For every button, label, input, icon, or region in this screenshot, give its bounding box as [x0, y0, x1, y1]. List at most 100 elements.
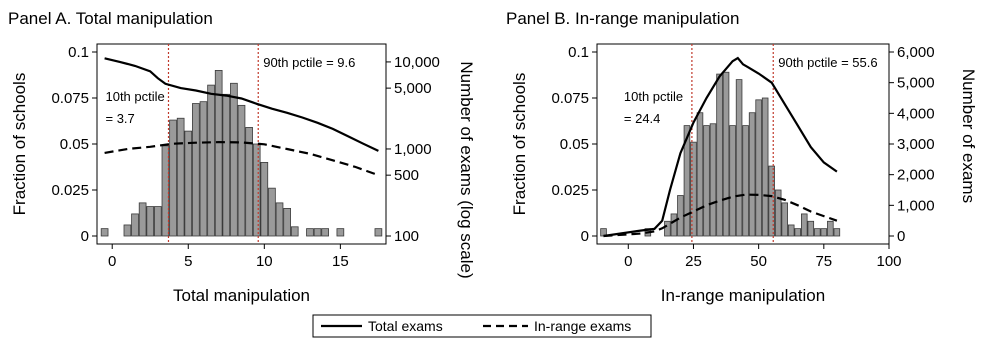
histogram-bar: [245, 127, 253, 237]
histogram-bar: [138, 202, 147, 237]
y2-tick-label: 5,000: [897, 75, 935, 92]
histogram-bar: [176, 117, 185, 237]
histogram-bar: [735, 79, 743, 237]
x-tick-label: 5: [184, 253, 192, 270]
histogram-bar: [729, 125, 736, 237]
histogram-bar: [192, 103, 200, 237]
histogram-bar: [123, 224, 132, 237]
y-tick-label: 0.075: [51, 90, 89, 107]
histogram-bar: [814, 228, 821, 237]
histogram-bar: [722, 71, 730, 237]
legend-label: In-range exams: [534, 318, 631, 334]
histogram-bar: [664, 220, 671, 237]
y-tick-label: 0.05: [60, 136, 89, 153]
x-tick-label: 50: [750, 253, 767, 270]
percentile-label: = 3.7: [105, 111, 134, 126]
y2-tick-label: 3,000: [897, 136, 935, 153]
histogram-bar: [781, 202, 788, 237]
histogram-bar: [696, 112, 704, 237]
x-tick-label: 10: [256, 253, 273, 270]
x-axis-label: In-range manipulation: [661, 286, 825, 305]
y2-axis-label: Number of exams: [959, 69, 978, 203]
y2-tick-label: 5,000: [394, 80, 432, 97]
histogram-bar: [275, 202, 284, 237]
percentile-label: = 24.4: [624, 111, 661, 126]
histogram-bar: [690, 141, 697, 237]
histogram-bar: [703, 125, 710, 237]
histogram-bar: [748, 112, 756, 237]
histogram-bar: [787, 224, 795, 237]
histogram-bar: [801, 213, 808, 237]
y-tick-label: 0: [581, 228, 589, 245]
y-tick-label: 0.025: [51, 182, 89, 199]
y-tick-label: 0.075: [551, 90, 589, 107]
y-tick-label: 0.025: [551, 182, 589, 199]
histogram-bar: [100, 228, 109, 237]
histogram-bar: [742, 125, 749, 237]
total-exams-line: [603, 56, 838, 238]
histogram-bar: [222, 93, 231, 237]
histogram-bar: [146, 206, 155, 237]
histogram-bar: [169, 119, 177, 237]
legend-label: Total exams: [368, 318, 443, 334]
histogram-bar: [321, 228, 329, 237]
total-exams-line: [104, 57, 379, 152]
histogram-bar: [336, 228, 345, 237]
legend-box: [312, 314, 652, 338]
x-tick-label: 0: [624, 253, 632, 270]
histogram-bar: [716, 73, 723, 237]
histogram-bar: [184, 130, 193, 237]
y2-tick-label: 100: [394, 228, 419, 245]
histogram-bar: [237, 104, 246, 237]
percentile-label: 90th pctile = 55.6: [778, 55, 877, 70]
histogram-bar: [755, 99, 762, 237]
histogram-bar: [214, 70, 223, 237]
y-tick-label: 0: [81, 228, 89, 245]
y2-tick-label: 0: [897, 228, 905, 245]
panel-b: Panel B. In-range manipulation 10th pctil…: [506, 9, 978, 305]
histogram-bar: [199, 101, 208, 237]
y2-axis-label: Number of exams (log scale): [457, 61, 476, 278]
y-tick-label: 0.05: [560, 136, 589, 153]
x-tick-label: 15: [332, 253, 349, 270]
histogram-bar: [313, 228, 322, 237]
histogram-bar: [833, 228, 841, 237]
histogram-bar: [827, 220, 834, 237]
histogram-bar: [820, 228, 828, 237]
histogram-bar: [207, 84, 215, 237]
percentile-label: 10th pctile: [624, 89, 683, 104]
histogram-bar: [306, 228, 314, 237]
percentile-label: 90th pctile = 9.6: [263, 55, 355, 70]
in-range-exams-line: [603, 193, 838, 238]
histogram-bar: [677, 195, 684, 237]
x-tick-label: 75: [815, 253, 832, 270]
legend: Total exams In-range exams: [312, 314, 652, 338]
y-tick-label: 0.1: [68, 44, 89, 61]
y2-tick-label: 4,000: [897, 105, 935, 122]
y2-tick-label: 6,000: [897, 44, 935, 61]
histogram-bar: [794, 228, 802, 237]
panel-title: Panel A. Total manipulation: [8, 9, 213, 28]
histogram-bar: [761, 97, 769, 237]
histogram-bar: [268, 187, 276, 237]
histogram-bar: [252, 143, 261, 237]
histogram-bar: [709, 123, 717, 237]
x-tick-label: 0: [108, 253, 116, 270]
y2-tick-label: 500: [394, 167, 419, 184]
y-tick-label: 0.1: [568, 44, 589, 61]
y-axis-label: Fraction of schools: [510, 73, 529, 216]
histogram-bar: [283, 207, 291, 237]
in-range-exams-line: [104, 140, 379, 177]
y-axis-label: Fraction of schools: [10, 73, 29, 216]
histogram-bar: [131, 213, 139, 237]
histogram-bar: [290, 226, 299, 237]
panel-a: Panel A. Total manipulation 10th pctile = …: [8, 9, 476, 305]
y2-tick-label: 1,000: [897, 197, 935, 214]
histogram-bar: [230, 82, 238, 237]
histogram-bar: [774, 189, 782, 237]
histogram-bar: [161, 145, 170, 237]
histogram-bar: [683, 125, 691, 237]
histogram-bar: [374, 228, 383, 237]
histogram-bar: [260, 161, 269, 237]
